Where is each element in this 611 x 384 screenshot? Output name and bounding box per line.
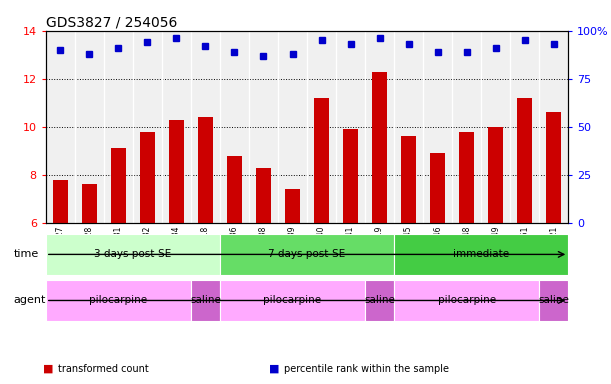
Bar [191, 280, 220, 321]
Text: percentile rank within the sample: percentile rank within the sample [284, 364, 449, 374]
Text: ■: ■ [43, 364, 53, 374]
Bar [227, 156, 242, 223]
Bar [459, 131, 474, 223]
Bar [394, 234, 568, 275]
Bar [140, 131, 155, 223]
Bar [198, 117, 213, 223]
Bar [220, 234, 394, 275]
Bar [343, 129, 358, 223]
Bar [53, 180, 68, 223]
Bar [220, 280, 365, 321]
Text: saline: saline [364, 295, 395, 306]
Text: transformed count: transformed count [58, 364, 149, 374]
Text: saline: saline [190, 295, 221, 306]
Text: saline: saline [538, 295, 569, 306]
Bar [394, 280, 540, 321]
Bar [430, 153, 445, 223]
Bar [256, 167, 271, 223]
Bar [518, 98, 532, 223]
Text: pilocarpine: pilocarpine [437, 295, 496, 306]
Bar [46, 234, 220, 275]
Text: immediate: immediate [453, 249, 509, 260]
Text: time: time [13, 249, 39, 260]
Text: agent: agent [13, 295, 46, 306]
Text: pilocarpine: pilocarpine [263, 295, 321, 306]
Text: 7 days post-SE: 7 days post-SE [268, 249, 346, 260]
Bar [546, 113, 561, 223]
Text: ■: ■ [269, 364, 279, 374]
Text: 3 days post-SE: 3 days post-SE [94, 249, 172, 260]
Bar [285, 189, 300, 223]
Bar [111, 148, 126, 223]
Text: GDS3827 / 254056: GDS3827 / 254056 [46, 15, 177, 29]
Bar [401, 136, 416, 223]
Bar [46, 280, 191, 321]
Bar [488, 127, 503, 223]
Bar [314, 98, 329, 223]
Bar [540, 280, 568, 321]
Text: pilocarpine: pilocarpine [89, 295, 147, 306]
Bar [169, 119, 184, 223]
Bar [365, 280, 394, 321]
Bar [372, 71, 387, 223]
Bar [82, 184, 97, 223]
